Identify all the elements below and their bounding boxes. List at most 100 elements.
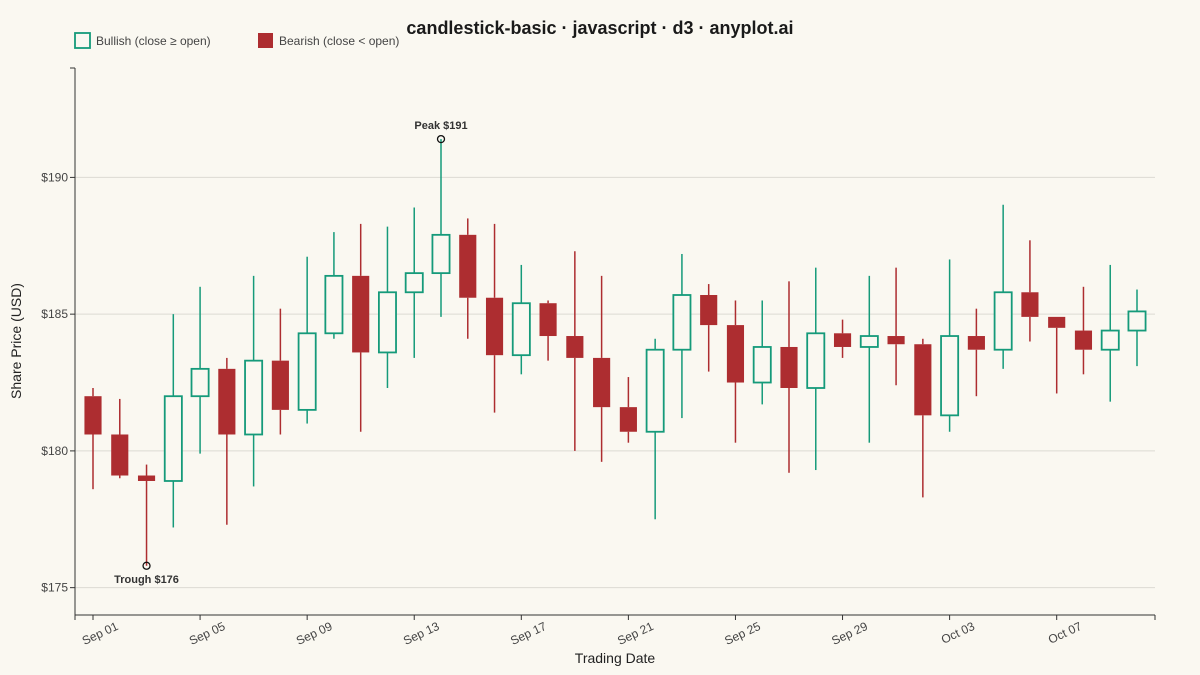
candle-body-bearish [619,407,637,432]
candle [163,314,183,528]
candle [431,139,451,317]
y-axis: $175 $180 $185 $190 [41,67,76,615]
candle [324,232,344,339]
candle-body-bullish [431,233,451,275]
y-tick-label: $190 [41,170,68,184]
candle-body-bullish [1127,310,1147,332]
candle [914,338,932,498]
annotations: Peak $191 Trough $176 [114,120,467,586]
candle-body-bearish [137,475,156,481]
candle-body-bullish [1100,329,1120,351]
candle [833,319,852,358]
x-tick-label: Oct 03 [939,619,977,647]
legend: Bullish (close ≥ open) Bearish (close < … [74,32,399,49]
candle [1021,240,1039,342]
candle-body-bullish [672,294,692,351]
chart-title: candlestick-basic · javascript · d3 · an… [406,18,793,38]
candle-body-bearish [485,297,504,356]
candle [190,286,210,454]
candle-body-bullish [940,335,960,417]
candle-body-bullish [324,274,344,335]
candle-body-bearish [352,275,370,353]
candle-body-bullish [645,348,665,433]
y-tick-label: $185 [41,307,68,321]
annotation-label: Trough $176 [114,574,179,586]
candle [377,226,397,388]
x-tick-label: Sep 29 [829,619,870,648]
gridlines [75,176,1155,589]
annotation-marker [142,561,151,570]
candle-body-bearish [1021,292,1039,317]
candle [619,377,637,443]
candle [672,253,692,419]
candle-body-bullish [404,272,424,294]
candle-body-bearish [539,303,557,337]
candle [271,308,289,435]
candle-body-bullish [806,332,826,389]
candle [1100,264,1120,402]
candle-body-bullish [752,346,772,384]
candle-body-bearish [111,434,129,476]
candle [940,259,960,432]
x-axis-label: Trading Date [575,650,656,666]
candle [511,264,531,375]
candle [539,300,557,361]
candle [1074,286,1093,375]
candle-body-bearish [967,336,985,350]
candle [566,251,584,451]
annotation-label: Peak $191 [414,120,467,132]
y-tick-label: $180 [41,444,68,458]
legend-label-bullish: Bullish (close ≥ open) [96,34,211,48]
candle-body-bearish [780,346,798,388]
candle [244,275,264,487]
candle [111,398,129,479]
candle-body-bullish [297,332,317,411]
candle [806,267,826,471]
candle [218,357,236,525]
candle-body-bearish [593,357,611,408]
x-tick-label: Sep 17 [508,619,549,648]
candles [84,139,1147,566]
candle-body-bearish [700,295,718,326]
candle-body-bullish [859,335,879,348]
candle [993,204,1013,369]
x-axis: Sep 01 Sep 05 Sep 09 Sep 13 Sep 17 Sep 21 Sep … [74,614,1156,648]
x-tick-label: Sep 05 [187,619,228,648]
candle-body-bearish [914,344,932,416]
candle-body-bearish [887,336,905,345]
legend-swatch-bearish [258,33,273,48]
candle-body-bullish [993,291,1013,351]
candle-body-bearish [726,325,745,383]
annotation-marker [436,134,446,144]
y-tick-label: $175 [41,581,68,595]
candle-body-bearish [1048,316,1066,328]
candle [352,223,370,432]
candle [1048,316,1066,394]
candle [137,464,156,566]
legend-label-bearish: Bearish (close < open) [279,34,399,48]
candle [887,267,905,386]
x-tick-label: Sep 09 [294,619,335,648]
candle [859,275,879,443]
x-tick-label: Sep 21 [615,619,656,648]
candle-body-bearish [459,234,477,298]
candle [593,275,611,462]
candle [84,387,102,490]
candle [485,223,504,413]
candle [297,256,317,424]
candle-body-bullish [163,395,183,482]
x-tick-label: Sep 01 [80,619,121,648]
candle-body-bullish [190,367,210,398]
candle [459,218,477,339]
candle [1127,289,1147,367]
candle [700,284,718,372]
candle [752,300,772,405]
candle [967,308,985,397]
candle [645,338,665,520]
candle-body-bullish [511,302,531,357]
x-tick-label: Sep 13 [401,619,442,648]
x-tick-label: Oct 07 [1046,619,1084,647]
candle-body-bearish [84,396,102,435]
y-axis-label: Share Price (USD) [8,283,24,399]
